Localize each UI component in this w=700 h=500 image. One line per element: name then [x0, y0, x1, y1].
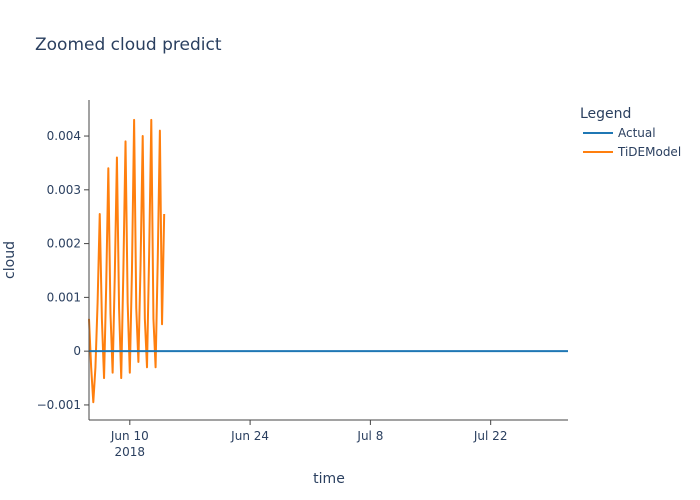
- legend-title: Legend: [580, 106, 631, 122]
- legend-label: Actual: [618, 126, 656, 140]
- y-axis-title: cloud: [2, 241, 18, 279]
- y-tick-label: 0.002: [47, 237, 81, 251]
- x-axis-ticks: Jun 10 2018 Jun 24 Jul 8 Jul 22: [110, 420, 508, 459]
- y-tick-label: 0.004: [47, 129, 81, 143]
- x-tick-sublabel: 2018: [115, 445, 146, 459]
- series-line-tidemodel: [88, 118, 166, 404]
- series-layer: [88, 118, 568, 404]
- chart-title: Zoomed cloud predict: [35, 35, 222, 55]
- x-tick-label: Jul 8: [356, 429, 383, 443]
- x-tick-label: Jul 22: [473, 429, 508, 443]
- y-tick-label: −0.001: [37, 398, 81, 412]
- legend[interactable]: Legend Actual TiDEModel: [580, 106, 681, 159]
- legend-label: TiDEModel: [617, 145, 681, 159]
- y-tick-label: 0.001: [47, 290, 81, 304]
- y-tick-label: 0: [73, 344, 81, 358]
- legend-items: Actual TiDEModel: [583, 126, 681, 159]
- legend-item-tidemodel[interactable]: TiDEModel: [583, 145, 681, 159]
- legend-item-actual[interactable]: Actual: [583, 126, 656, 140]
- x-tick-label: Jun 10: [110, 429, 149, 443]
- y-axis-ticks: −0.001 0 0.001 0.002 0.003 0.004: [37, 129, 89, 412]
- x-axis-title: time: [313, 471, 345, 487]
- x-tick-label: Jun 24: [230, 429, 269, 443]
- y-tick-label: 0.003: [47, 183, 81, 197]
